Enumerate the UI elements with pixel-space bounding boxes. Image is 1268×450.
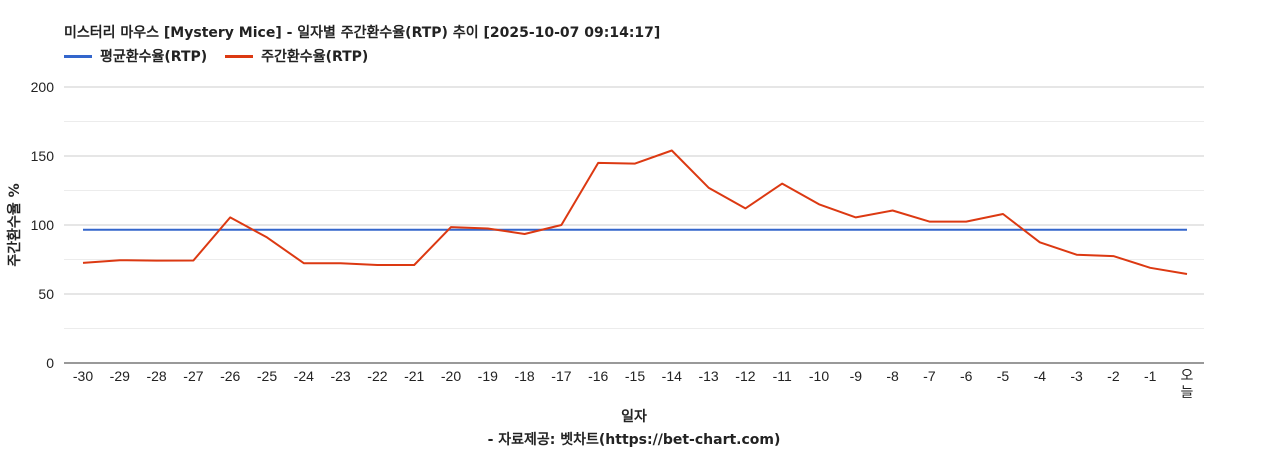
x-tick-label: -19: [478, 368, 498, 384]
series-line-weekly: [82, 149, 1188, 275]
x-tick-label: -20: [441, 368, 461, 384]
x-tick-label: -21: [404, 368, 424, 384]
x-axis-label: 일자: [621, 409, 647, 425]
legend-label-weekly: 주간환수율(RTP): [261, 49, 369, 65]
chart-title: 미스터리 마우스 [Mystery Mice] - 일자별 주간환수율(RTP)…: [64, 25, 661, 41]
y-tick-label: 150: [31, 148, 55, 164]
y-tick-label: 200: [31, 79, 55, 95]
x-tick-label: -22: [367, 368, 387, 384]
x-tick-label: -23: [330, 368, 350, 384]
x-tick-label: -7: [923, 368, 936, 384]
x-tick-label: 오: [1181, 368, 1194, 384]
x-tick-label: -10: [809, 368, 829, 384]
x-tick-label: -11: [773, 368, 792, 384]
x-tick-label: -15: [625, 368, 645, 384]
legend-label-average: 평균환수율(RTP): [100, 49, 208, 65]
x-tick-label: -18: [514, 368, 534, 384]
y-axis-label: 주간환수율 %: [7, 183, 23, 267]
x-tick-label: 늘: [1181, 385, 1194, 401]
x-tick-label: -28: [146, 368, 166, 384]
x-tick-label: -17: [551, 368, 571, 384]
x-tick-label: -1: [1144, 368, 1157, 384]
x-tick-label: -13: [698, 368, 718, 384]
legend-swatch-weekly: [225, 54, 254, 58]
x-tick-label: -4: [1034, 368, 1047, 384]
x-tick-label: -14: [662, 368, 682, 384]
y-tick-label: 50: [38, 286, 54, 302]
x-tick-label: -16: [588, 368, 608, 384]
legend-swatch-average: [64, 54, 92, 58]
legend-item-average[interactable]: 평균환수율(RTP): [64, 46, 207, 66]
legend-item-weekly[interactable]: 주간환수율(RTP): [225, 46, 368, 66]
x-tick-label: -8: [886, 368, 899, 384]
x-tick-label: -24: [294, 368, 314, 384]
x-tick-label: -6: [960, 368, 973, 384]
x-tick-label: -12: [735, 368, 755, 384]
x-tick-label: -30: [73, 368, 93, 384]
x-tick-label: -27: [183, 368, 203, 384]
y-tick-label: 0: [46, 355, 54, 371]
x-tick-label: -2: [1107, 368, 1120, 384]
legend: 평균환수율(RTP) 주간환수율(RTP): [64, 46, 368, 66]
source-credit: - 자료제공: 벳차트(https://bet-chart.com): [487, 432, 781, 448]
x-tick-label: -25: [257, 368, 277, 384]
y-tick-label: 100: [31, 217, 55, 233]
x-tick-label: -3: [1070, 368, 1083, 384]
x-tick-label: -29: [110, 368, 130, 384]
x-tick-label: -9: [850, 368, 863, 384]
x-tick-label: -5: [997, 368, 1010, 384]
x-tick-label: -26: [220, 368, 240, 384]
